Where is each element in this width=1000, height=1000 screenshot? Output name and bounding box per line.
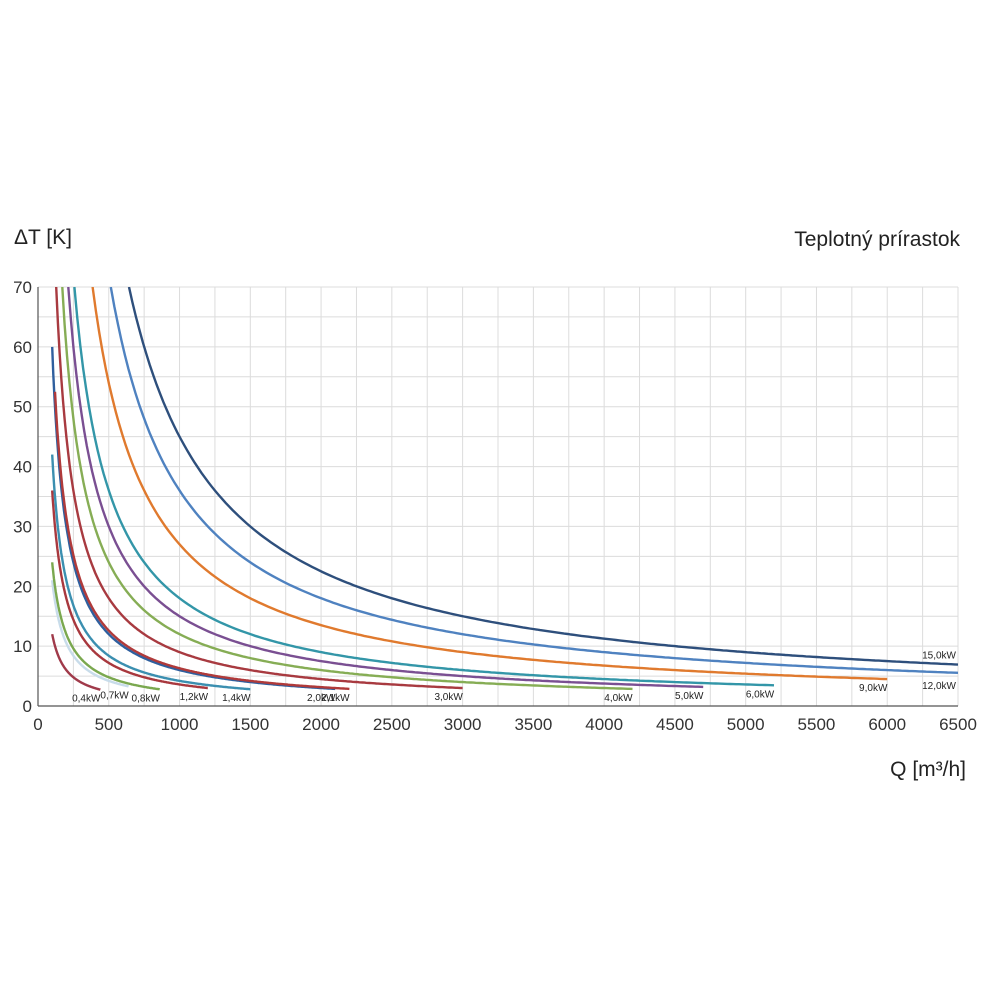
series-label: 15,0kW — [922, 651, 956, 662]
series-label: 0,4kW — [72, 694, 101, 705]
series-label: 12,0kW — [922, 681, 956, 692]
series-line — [109, 287, 958, 674]
series-line — [127, 287, 958, 666]
series-label: 1,2kW — [180, 692, 209, 703]
chart-title: Teplotný prírastok — [794, 228, 960, 251]
series-label: 2,0kW — [307, 693, 336, 704]
y-tick-label: 30 — [13, 517, 32, 536]
series-label: 0,7kW — [100, 690, 129, 701]
x-tick-label: 6000 — [868, 715, 906, 734]
series-line — [73, 287, 775, 687]
y-tick-label: 0 — [23, 697, 32, 716]
series-line — [51, 346, 336, 691]
x-tick-label: 2000 — [302, 715, 340, 734]
x-tick-label: 5000 — [727, 715, 765, 734]
x-tick-label: 2500 — [373, 715, 411, 734]
series-line — [51, 633, 101, 691]
series-line — [51, 580, 129, 688]
x-tick-label: 4000 — [585, 715, 623, 734]
series-line — [51, 562, 160, 691]
series-line — [61, 287, 633, 691]
x-tick-label: 5500 — [798, 715, 836, 734]
series-line — [67, 287, 704, 689]
series-line — [55, 287, 463, 690]
y-tick-label: 70 — [13, 278, 32, 297]
series-label: 5,0kW — [675, 691, 704, 702]
series-label: 2,1kW — [321, 693, 350, 704]
x-tick-label: 3000 — [444, 715, 482, 734]
series-line — [53, 391, 350, 691]
x-axis-label: Q [m³/h] — [890, 758, 966, 781]
x-tick-label: 1000 — [161, 715, 199, 734]
y-axis-label: ΔT [K] — [14, 226, 72, 249]
x-tick-label: 4500 — [656, 715, 694, 734]
series-label: 9,0kW — [859, 683, 888, 694]
y-tick-label: 60 — [13, 338, 32, 357]
y-tick-label: 50 — [13, 398, 32, 417]
x-tick-label: 3500 — [514, 715, 552, 734]
series-line — [51, 490, 208, 690]
x-tick-label: 1500 — [231, 715, 269, 734]
series-label: 0,8kW — [132, 693, 161, 704]
y-tick-label: 20 — [13, 577, 32, 596]
x-tick-label: 6500 — [939, 715, 977, 734]
series-line — [91, 287, 888, 681]
series-label: 3,0kW — [434, 692, 463, 703]
x-tick-label: 0 — [33, 715, 42, 734]
y-tick-label: 40 — [13, 458, 32, 477]
x-tick-label: 500 — [95, 715, 123, 734]
series-line — [51, 454, 251, 691]
y-tick-label: 10 — [13, 637, 32, 656]
series-label: 1,4kW — [222, 693, 251, 704]
series-label: 4,0kW — [604, 693, 633, 704]
series-label: 6,0kW — [746, 689, 775, 700]
